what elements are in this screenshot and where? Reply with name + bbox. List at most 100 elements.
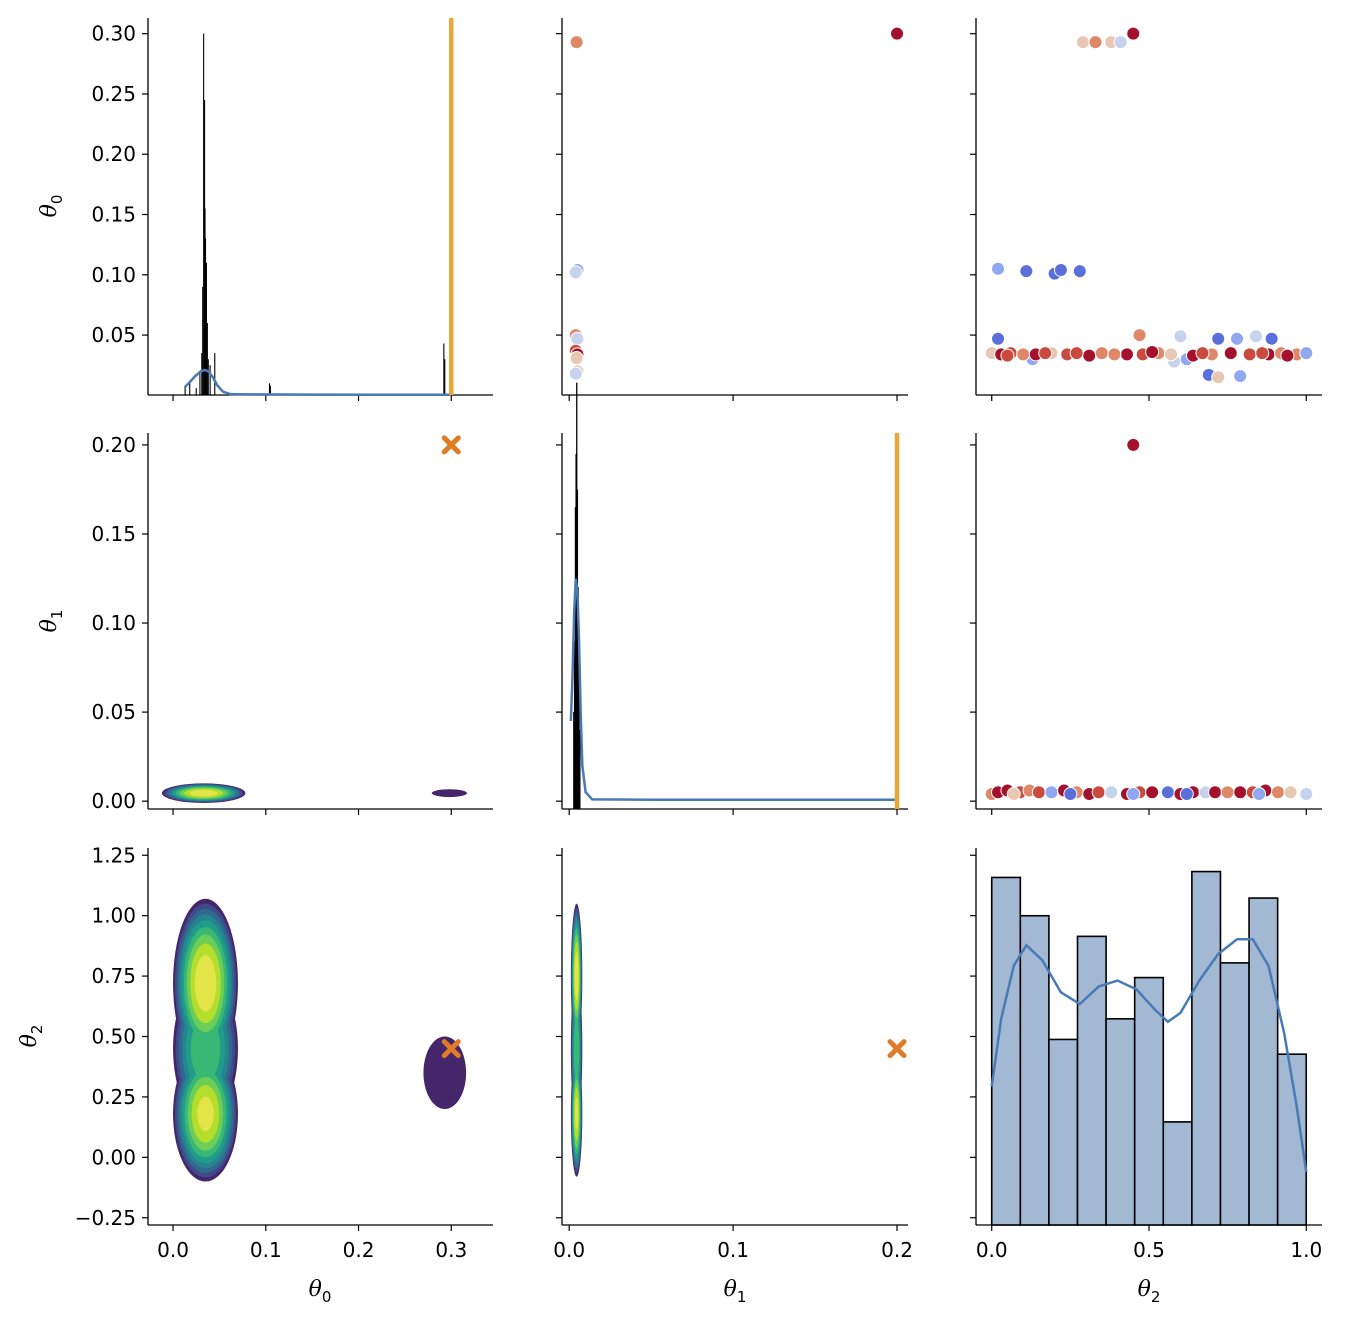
- scatter-point: [1270, 785, 1285, 800]
- scatter-point: [1255, 346, 1270, 361]
- scatter-point: [1119, 347, 1134, 362]
- scatter-point: [1299, 787, 1314, 802]
- x-axis-label-0: θ0: [309, 1277, 332, 1306]
- kde-theta1-theta2: [570, 903, 583, 1177]
- scatter-point: [1088, 35, 1103, 50]
- y-tick-label: 0.50: [91, 1025, 136, 1049]
- scatter-point: [1006, 787, 1021, 802]
- scatter-point: [1072, 264, 1087, 279]
- kde-line: [990, 938, 1308, 1173]
- y-tick-label: 0.15: [91, 522, 136, 546]
- y-tick-label: 0.05: [91, 323, 136, 347]
- y-tick-label: 0.05: [91, 700, 136, 724]
- scatter-point: [1075, 35, 1090, 50]
- x-axis-label-1: θ1: [724, 1277, 747, 1306]
- x-tick-label: 0.0: [976, 1238, 1008, 1262]
- panel-2-2: 0.0 0.5 1.0: [970, 848, 1322, 1262]
- kde-contour: [574, 951, 579, 1001]
- scatter-point: [1107, 347, 1122, 362]
- y-tick-label: 0.30: [91, 22, 136, 46]
- scatter-point: [1132, 328, 1147, 343]
- hist-bar: [1219, 962, 1250, 1226]
- scatter-point: [1230, 331, 1245, 346]
- scatter-point: [1069, 346, 1084, 361]
- scatter-point: [1223, 346, 1238, 361]
- scatter-theta2-theta0: [984, 26, 1314, 385]
- scatter-point: [1053, 262, 1068, 277]
- true-marker-stroke: [441, 1039, 461, 1059]
- kde-theta0-theta2: [173, 898, 467, 1182]
- panel-1-2: [970, 433, 1322, 815]
- y-tick-label: 0.00: [91, 1145, 136, 1169]
- diag-theta0: [184, 18, 454, 397]
- true-marker-stroke: [887, 1039, 907, 1059]
- x-tick-label: 0.2: [343, 1238, 375, 1262]
- scatter-point: [1044, 785, 1059, 800]
- scatter-point: [991, 261, 1006, 276]
- kde-contour: [423, 1036, 467, 1109]
- scatter-point: [1126, 26, 1141, 41]
- scatter-point: [1283, 785, 1298, 800]
- scatter-point: [1113, 35, 1128, 50]
- scatter-point: [1220, 785, 1235, 800]
- scatter-point: [1145, 344, 1160, 359]
- scatter-point: [1000, 348, 1015, 363]
- scatter-point: [569, 350, 584, 365]
- y-tick-label: 1.25: [91, 843, 136, 867]
- scatter-point: [1233, 369, 1248, 384]
- diag-theta2: [990, 870, 1308, 1226]
- scatter-point: [1208, 785, 1223, 800]
- scatter-point: [1179, 787, 1194, 802]
- scatter-point: [568, 366, 583, 381]
- x-tick-label: 0.1: [250, 1238, 282, 1262]
- x-tick-label: 1.0: [1290, 1238, 1322, 1262]
- kde-contour: [189, 789, 218, 797]
- kde-contour: [197, 1096, 214, 1131]
- y-tick-label: 0.10: [91, 263, 136, 287]
- kde-contour: [431, 789, 468, 798]
- x-tick-label: 0.0: [553, 1238, 585, 1262]
- true-marker-theta1-theta2: [887, 1039, 907, 1059]
- y-axis-label-2: θ2: [17, 1025, 46, 1048]
- y-axis-label-0: θ0: [37, 195, 66, 218]
- scatter-point: [1211, 331, 1226, 346]
- diag-theta1: [569, 382, 900, 809]
- x-tick-label: 0.0: [157, 1238, 189, 1262]
- scatter-point: [1164, 347, 1179, 362]
- panel-0-2: [970, 18, 1322, 401]
- scatter-point: [1016, 347, 1031, 362]
- panel-1-0: 0.00 0.05 0.10 0.15 0.20: [91, 433, 493, 815]
- true-marker-stroke: [441, 435, 461, 455]
- x-axis-label-2: θ2: [1138, 1277, 1161, 1306]
- y-tick-label: −0.25: [75, 1206, 136, 1230]
- scatter-point: [1063, 787, 1078, 802]
- scatter-point: [1248, 329, 1263, 344]
- kde-line: [184, 368, 452, 397]
- hist-bar: [1048, 1038, 1079, 1226]
- scatter-point: [991, 331, 1006, 346]
- panel-2-1: 0.0 0.1 0.2: [553, 848, 913, 1262]
- y-axis-label-1: θ1: [37, 610, 66, 633]
- hist-bar: [1019, 914, 1050, 1226]
- scatter-point: [1233, 785, 1248, 800]
- panel-1-1: [556, 433, 908, 815]
- y-tick-label: 0.75: [91, 964, 136, 988]
- kde-line: [569, 578, 898, 801]
- scatter-point: [570, 331, 585, 346]
- panel-0-0: 0.05 0.10 0.15 0.20 0.25 0.30: [91, 18, 493, 401]
- y-tick-label: 1.00: [91, 904, 136, 928]
- scatter-point: [1280, 348, 1295, 363]
- y-tick-label: 0.00: [91, 789, 136, 813]
- x-tick-label: 0.5: [1133, 1238, 1165, 1262]
- true-marker-theta0-theta1: [441, 435, 461, 455]
- scatter-point: [569, 35, 584, 50]
- scatter-point: [1091, 785, 1106, 800]
- scatter-point: [1211, 370, 1226, 385]
- kde-contour: [190, 1015, 221, 1082]
- y-tick-label: 0.25: [91, 1085, 136, 1109]
- scatter-point: [890, 26, 905, 41]
- hist-bar: [1162, 1121, 1193, 1226]
- scatter-point: [1242, 347, 1257, 362]
- scatter-point: [1264, 331, 1279, 346]
- scatter-point: [1160, 785, 1175, 800]
